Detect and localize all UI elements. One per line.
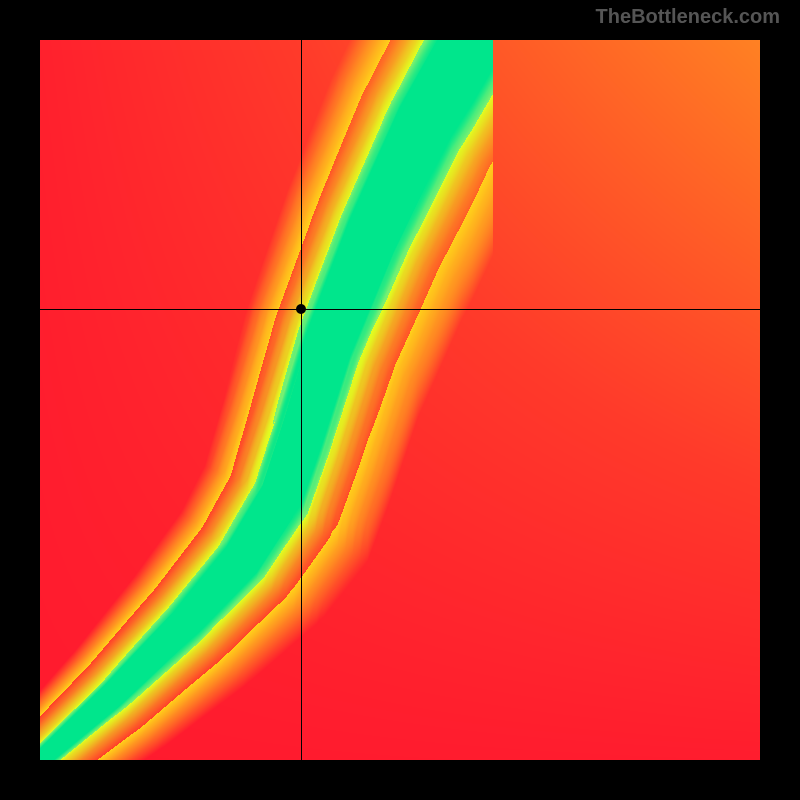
- watermark-text: TheBottleneck.com: [596, 6, 780, 29]
- heatmap-canvas: [40, 40, 760, 760]
- crosshair-vertical: [301, 40, 302, 760]
- crosshair-horizontal: [40, 309, 760, 310]
- heatmap-plot: [40, 40, 760, 760]
- marker-dot: [296, 304, 306, 314]
